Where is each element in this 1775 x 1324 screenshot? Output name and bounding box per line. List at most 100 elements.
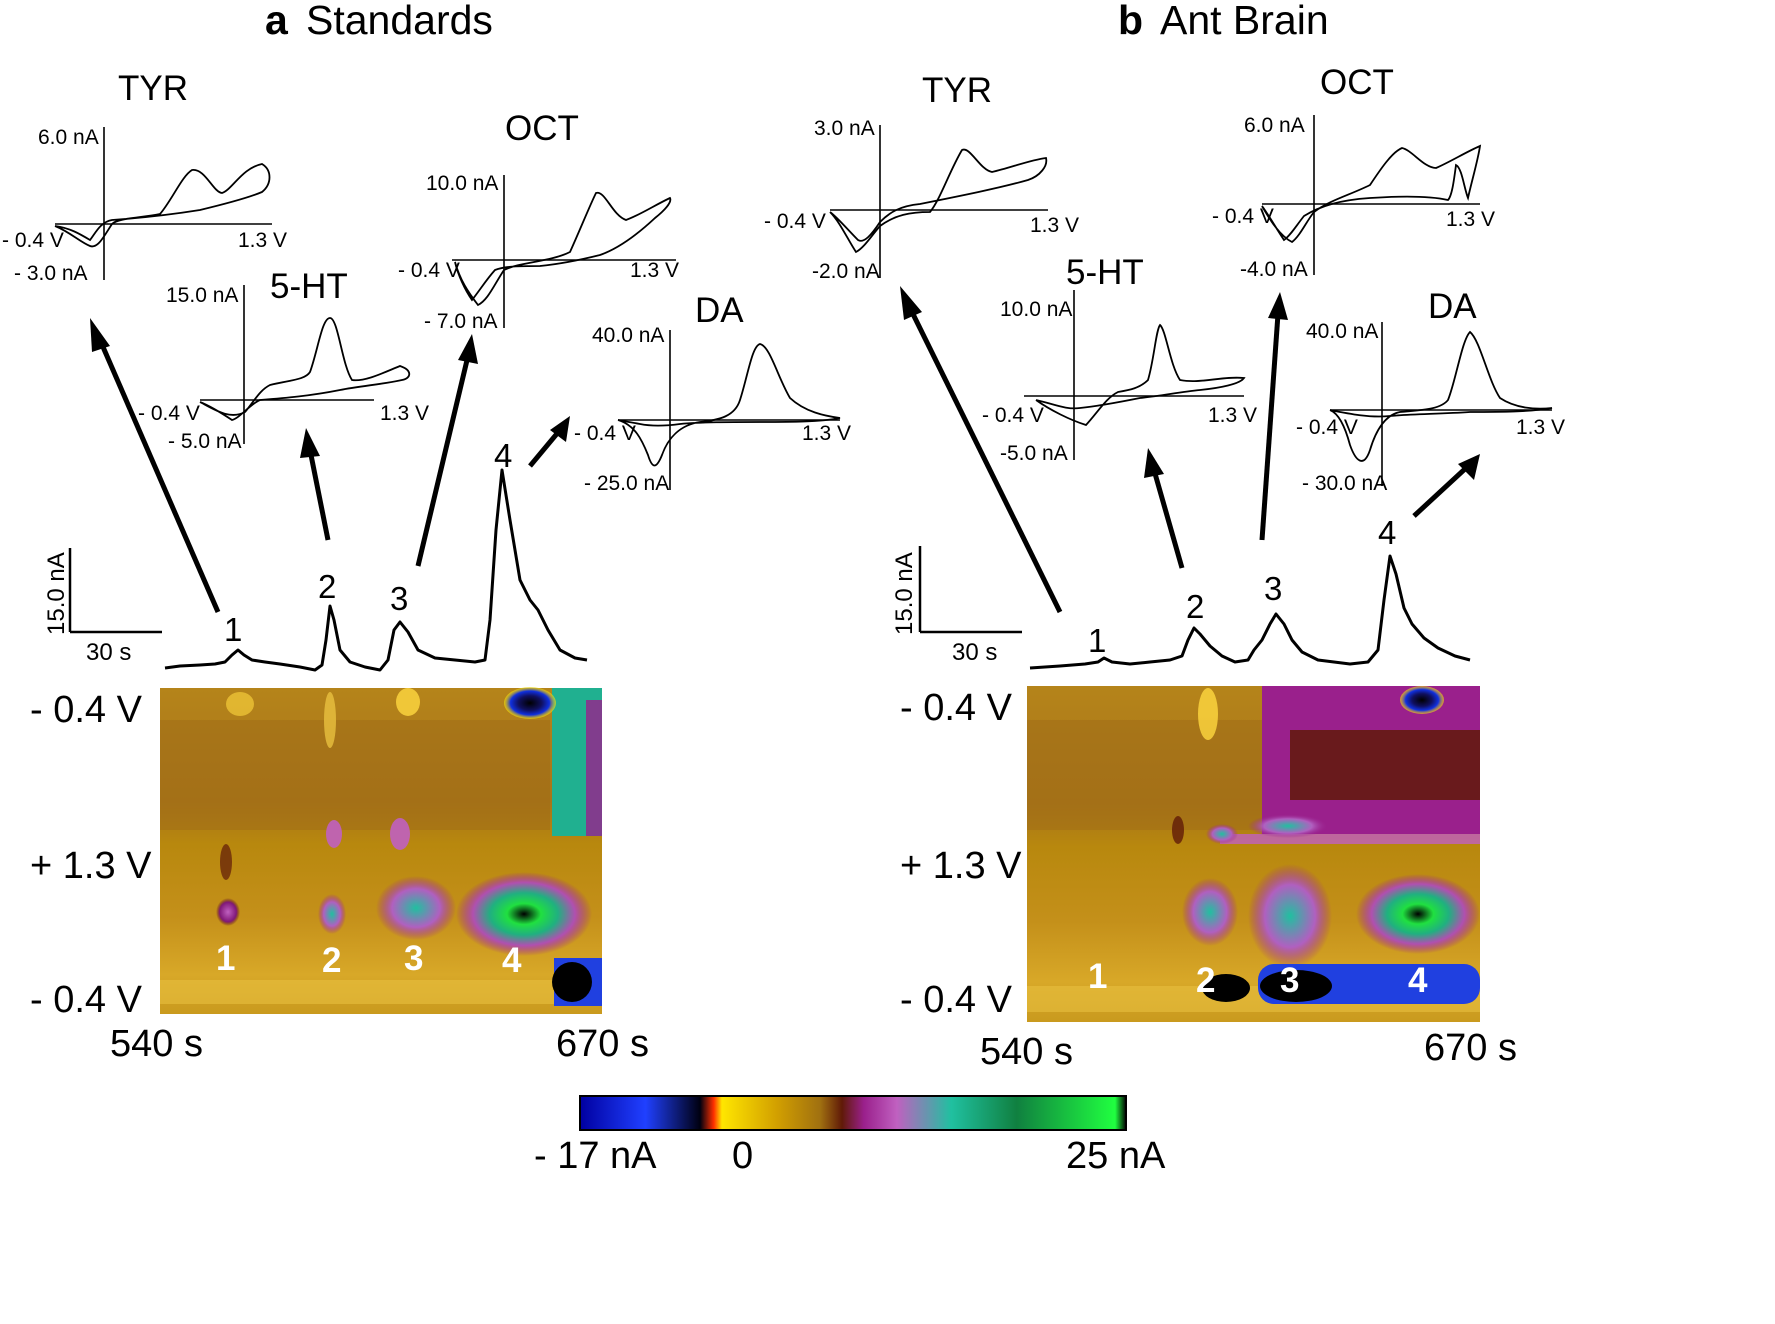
- arrow-peak4-to-da: [1412, 466, 1468, 518]
- cv-y-max: 40.0 nA: [592, 324, 664, 347]
- arrow-peak2-to-5ht: [307, 449, 331, 541]
- y-tick-mid: + 1.3 V: [30, 845, 152, 887]
- cv-tyr-b: TYR 3.0 nA - 0.4 V 1.3 V -2.0 nA: [764, 71, 1079, 283]
- x-tick-end: 670 s: [1424, 1027, 1517, 1069]
- cv-title: DA: [1428, 287, 1477, 326]
- cv-x-min: - 0.4 V: [982, 404, 1044, 427]
- heatmap-peak-label-2: 2: [1196, 961, 1215, 1000]
- cv-y-max: 15.0 nA: [166, 284, 238, 307]
- panel-a: a Standards TYR 6.0 nA - 0.4 V 1.3 V - 3…: [2, 0, 851, 1065]
- cv-x-max: 1.3 V: [1030, 214, 1079, 237]
- cv-curve: [617, 343, 841, 467]
- cv-x-max: 1.3 V: [238, 229, 287, 252]
- cv-title: OCT: [505, 109, 579, 148]
- scale-x-label: 30 s: [952, 639, 997, 666]
- arrowhead: [1458, 454, 1480, 480]
- heatmap-peak-label-4: 4: [1408, 961, 1428, 1000]
- cv-x-max: 1.3 V: [380, 402, 429, 425]
- arrowhead: [550, 416, 570, 442]
- trace-peak-label-4: 4: [494, 437, 512, 474]
- heatmap-top-stripe-3: [396, 688, 420, 716]
- cv-y-min: - 30.0 nA: [1302, 472, 1387, 495]
- cv-x-min: - 0.4 V: [398, 259, 460, 282]
- arrowhead: [458, 334, 478, 364]
- heatmap-spot-3: [1248, 864, 1332, 968]
- heatmap-purple-lower: [1220, 834, 1480, 844]
- cv-title: TYR: [118, 69, 188, 108]
- cv-x-min: - 0.4 V: [1212, 205, 1274, 228]
- trace-peak-label-2: 2: [1186, 588, 1204, 625]
- heatmap-peak-label-1: 1: [216, 939, 235, 978]
- cv-y-max: 6.0 nA: [38, 126, 99, 149]
- cv-curve: [1261, 144, 1482, 244]
- arrowhead: [1144, 448, 1164, 478]
- cv-curve: [1035, 323, 1246, 427]
- cv-curve: [54, 163, 271, 248]
- arrow-peak3-to-oct: [415, 355, 471, 567]
- trace-peak-label-3: 3: [1264, 570, 1282, 607]
- heatmap-top-stripe-2: [1198, 688, 1218, 740]
- trace-peak-label-3: 3: [390, 580, 408, 617]
- heatmap-spot-4: [1356, 874, 1480, 954]
- trace-line: [1029, 554, 1471, 670]
- heatmap-peak-label-1: 1: [1088, 957, 1107, 996]
- y-tick-bottom: - 0.4 V: [900, 979, 1013, 1021]
- cv-title: 5-HT: [270, 267, 348, 306]
- cv-x-max: 1.3 V: [1208, 404, 1257, 427]
- cv-title: 5-HT: [1066, 253, 1144, 292]
- panel-b: b Ant Brain TYR 3.0 nA - 0.4 V 1.3 V -2.…: [764, 0, 1565, 1073]
- colorbar: - 17 nA 0 25 nA: [534, 1095, 1166, 1177]
- panel-a-letter: a: [265, 0, 289, 43]
- cv-x-min: - 0.4 V: [1296, 416, 1358, 439]
- x-tick-start: 540 s: [980, 1031, 1073, 1073]
- cv-da-a: DA 40.0 nA - 0.4 V 1.3 V - 25.0 nA: [574, 291, 851, 495]
- heatmap-spot-3: [376, 876, 456, 940]
- arrow-peak3-to-oct: [1259, 313, 1281, 541]
- panel-b-letter: b: [1118, 0, 1143, 43]
- heatmap-spot-2: [318, 894, 346, 934]
- cv-y-min: - 5.0 nA: [168, 430, 242, 453]
- arrow-peak4-to-da: [528, 428, 562, 468]
- panel-a-title: Standards: [306, 0, 493, 43]
- arrowhead: [90, 318, 110, 352]
- cv-title: OCT: [1320, 63, 1394, 102]
- arrowhead: [1268, 292, 1288, 320]
- arrow-peak1-to-tyr: [907, 306, 1063, 614]
- heatmap-spot-1-upper: [1172, 816, 1184, 844]
- heatmap-spot-2: [1182, 878, 1238, 946]
- heatmap-spot-1: [216, 898, 240, 926]
- heatmap-spot-2-upper: [326, 820, 342, 848]
- cv-y-max: 6.0 nA: [1244, 114, 1305, 137]
- heatmap-spot-1-upper: [220, 844, 232, 880]
- cv-y-max: 40.0 nA: [1306, 320, 1378, 343]
- cv-y-min: - 25.0 nA: [584, 472, 669, 495]
- heatmap-spot-teal-left: [1206, 824, 1238, 844]
- cv-oct-b: OCT 6.0 nA - 0.4 V 1.3 V -4.0 nA: [1212, 63, 1495, 281]
- cv-curve: [199, 317, 411, 421]
- cv-y-max: 10.0 nA: [1000, 298, 1072, 321]
- cv-y-min: -4.0 nA: [1240, 258, 1308, 281]
- cv-da-b: DA 40.0 nA - 0.4 V 1.3 V - 30.0 nA: [1296, 287, 1565, 495]
- x-tick-end: 670 s: [556, 1023, 649, 1065]
- trace-a: 15.0 nA 30 s 1 2 3 4: [43, 437, 588, 672]
- cv-x-max: 1.3 V: [1446, 208, 1495, 231]
- arrow-peak2-to-5ht: [1151, 469, 1185, 569]
- trace-peak-label-1: 1: [224, 611, 242, 648]
- x-tick-start: 540 s: [110, 1023, 203, 1065]
- cv-curve: [1329, 330, 1553, 462]
- cv-y-min: -2.0 nA: [812, 260, 880, 283]
- heatmap-dark-band: [1290, 730, 1480, 800]
- heatmap-bottom-band: [160, 980, 602, 1004]
- cv-x-min: - 0.4 V: [574, 422, 636, 445]
- heatmap-a: 1 2 3 4: [160, 687, 602, 1014]
- cv-y-max: 10.0 nA: [426, 172, 498, 195]
- scale-y-label: 15.0 nA: [891, 552, 918, 635]
- heatmap-spot-blue-top: [504, 687, 556, 719]
- cv-5ht-a: 5-HT 15.0 nA - 0.4 V 1.3 V - 5.0 nA: [138, 267, 429, 453]
- heatmap-spot-4: [456, 872, 592, 956]
- heatmap-b: 1 2 3 4: [1027, 686, 1480, 1022]
- heatmap-peak-label-2: 2: [322, 941, 341, 980]
- trace-line: [164, 468, 588, 672]
- arrowhead: [300, 428, 320, 458]
